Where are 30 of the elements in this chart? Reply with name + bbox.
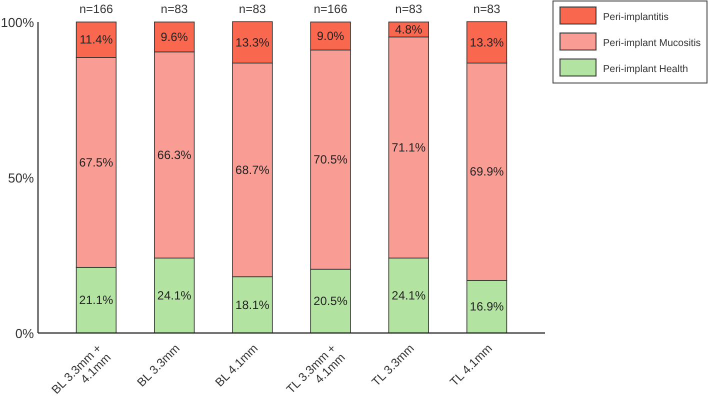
data-label: 24.1%: [392, 288, 426, 303]
annotation: n=166: [79, 2, 114, 16]
data-label: 70.5%: [314, 152, 348, 167]
annotation: n=83: [238, 2, 266, 16]
data-label: 9.0%: [316, 28, 345, 43]
data-label: 71.1%: [392, 140, 426, 154]
y-tick-label: 50%: [8, 170, 34, 186]
annotation: n=83: [160, 2, 188, 16]
legend-label: Peri-implantitis: [603, 12, 669, 23]
annotation: n=166: [314, 2, 348, 16]
data-label: 20.5%: [314, 294, 348, 308]
data-label: 66.3%: [157, 148, 192, 162]
data-label: 9.6%: [160, 30, 188, 44]
annotation: n=83: [473, 2, 501, 16]
data-label: 4.8%: [395, 22, 423, 36]
legend-label: Peri-implant Mucositis: [603, 38, 701, 49]
data-label: 13.3%: [470, 35, 504, 50]
data-label: 68.7%: [235, 162, 270, 177]
data-label: 21.1%: [79, 293, 114, 308]
data-label: 16.9%: [470, 300, 504, 314]
data-label: 11.4%: [80, 32, 114, 47]
y-tick-label: 100%: [0, 15, 34, 30]
data-label: 67.5%: [79, 155, 114, 170]
legend-label: Peri-implant Health: [603, 64, 688, 75]
annotation: n=83: [395, 2, 423, 16]
data-label: 24.1%: [157, 288, 192, 303]
data-label: 69.9%: [470, 164, 504, 179]
y-tick-label: 0%: [15, 326, 34, 341]
data-label: 18.1%: [235, 298, 270, 312]
data-label: 13.3%: [235, 35, 270, 50]
